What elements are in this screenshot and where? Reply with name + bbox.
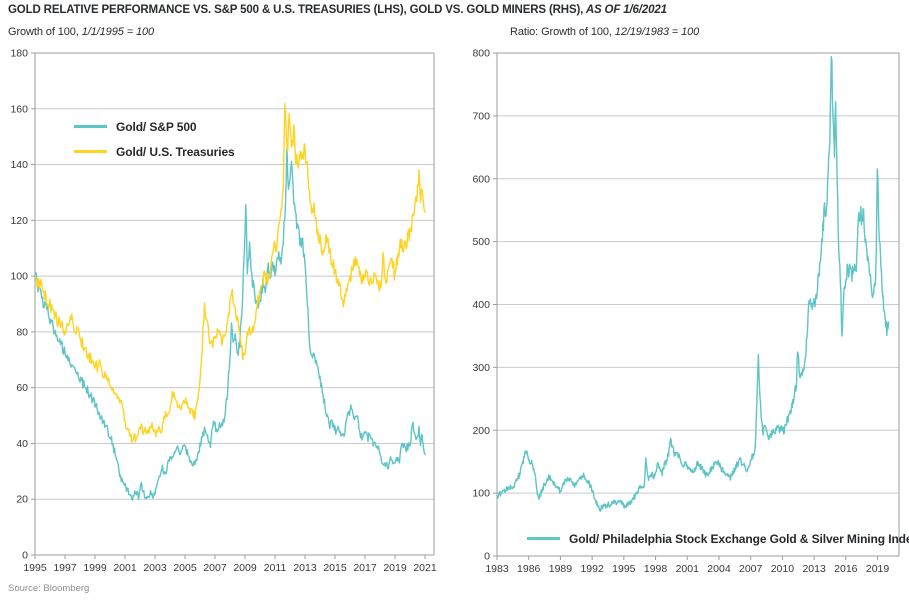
x-tick-label: 2001 <box>676 563 700 575</box>
x-tick-label: 1998 <box>644 563 668 575</box>
x-tick-label: 2019 <box>866 563 890 575</box>
x-tick-label: 2016 <box>834 563 858 575</box>
y-tick-label: 600 <box>472 173 490 185</box>
plot-border <box>34 52 435 556</box>
x-tick-label: 1986 <box>517 563 541 575</box>
x-tick-label: 2007 <box>203 562 227 574</box>
y-tick-label: 800 <box>472 48 490 60</box>
series-line-gold-miners <box>497 56 890 512</box>
x-tick-label: 2017 <box>353 562 377 574</box>
y-tick-label: 20 <box>16 494 28 506</box>
right-chart-legend: Gold/ Philadelphia Stock Exchange Gold &… <box>527 526 909 551</box>
x-tick-label: 1983 <box>485 563 509 575</box>
right-chart: 0 100 200 300 400 500 600 700 800 1983 1986 1989 199… <box>472 48 900 575</box>
y-tick-label: 400 <box>472 299 490 311</box>
x-tick-label: 1992 <box>580 563 604 575</box>
x-tick-label: 2013 <box>293 562 317 574</box>
y-tick-label: 60 <box>16 382 28 394</box>
teal-line-swatch <box>527 537 560 540</box>
left-subtitle-basis: 1/1/1995 = 100 <box>78 26 155 38</box>
y-tick-label: 40 <box>16 438 28 450</box>
x-tick-label: 2007 <box>739 563 763 575</box>
y-tick-label: 100 <box>10 271 28 283</box>
x-tick-label: 1999 <box>83 562 107 574</box>
legend-label-gold-sp500: Gold/ S&P 500 <box>116 119 197 134</box>
legend-item-gold-miners: Gold/ Philadelphia Stock Exchange Gold &… <box>527 526 909 551</box>
page-title-text: GOLD RELATIVE PERFORMANCE VS. S&P 500 & … <box>8 4 584 16</box>
page-title-asof: AS OF 1/6/2021 <box>583 4 667 16</box>
source-note: Source: Bloomberg <box>8 583 90 594</box>
y-tick-label: 700 <box>472 110 490 122</box>
y-tick-label: 160 <box>10 103 28 115</box>
y-tick-label: 500 <box>472 236 490 248</box>
legend-label-gold-treasuries: Gold/ U.S. Treasuries <box>116 144 235 159</box>
x-tick-label: 2021 <box>413 562 437 574</box>
x-tick-label: 2009 <box>233 562 257 574</box>
y-tick-label: 0 <box>22 550 28 562</box>
teal-line-swatch <box>74 125 107 128</box>
x-tick-label: 2004 <box>707 563 731 575</box>
x-tick-label: 2019 <box>383 562 407 574</box>
right-chart-subtitle: Ratio: Growth of 100, 12/19/1983 = 100 <box>510 26 699 38</box>
x-tick-label: 2001 <box>113 562 137 574</box>
legend-item-gold-treasuries: Gold/ U.S. Treasuries <box>74 139 235 164</box>
legend-label-gold-miners: Gold/ Philadelphia Stock Exchange Gold &… <box>569 531 909 546</box>
x-tick-label: 1997 <box>53 562 77 574</box>
y-tick-label: 80 <box>16 326 28 338</box>
legend-item-gold-sp500: Gold/ S&P 500 <box>74 114 235 139</box>
gold-line-swatch <box>74 150 107 153</box>
x-tick-label: 2013 <box>802 563 826 575</box>
right-subtitle-prefix: Ratio: Growth of 100, <box>510 26 612 38</box>
x-tick-label: 2015 <box>323 562 347 574</box>
x-tick-label: 2003 <box>143 562 167 574</box>
x-tick-label: 1995 <box>612 563 636 575</box>
right-subtitle-basis: 12/19/1983 = 100 <box>611 26 700 38</box>
y-tick-label: 140 <box>10 159 28 171</box>
series-line-gold-treasuries <box>35 102 426 444</box>
left-chart-legend: Gold/ S&P 500 Gold/ U.S. Treasuries <box>74 114 235 164</box>
y-tick-label: 180 <box>10 48 28 60</box>
page-title: GOLD RELATIVE PERFORMANCE VS. S&P 500 & … <box>8 4 667 16</box>
y-tick-label: 300 <box>472 362 490 374</box>
series-line-gold-sp500 <box>35 146 426 501</box>
x-tick-label: 2010 <box>771 563 795 575</box>
x-tick-label: 1989 <box>549 563 573 575</box>
y-tick-label: 100 <box>472 488 490 500</box>
x-tick-label: 2011 <box>264 562 287 574</box>
y-tick-label: 200 <box>472 425 490 437</box>
y-tick-label: 0 <box>484 551 490 563</box>
left-chart-subtitle: Growth of 100, 1/1/1995 = 100 <box>8 26 154 38</box>
left-chart: 0 20 40 60 80 100 120 140 160 180 1995 1997 1999 2001… <box>10 48 436 575</box>
x-tick-label: 1995 <box>23 562 47 574</box>
x-tick-label: 2005 <box>173 562 197 574</box>
y-tick-label: 120 <box>10 215 28 227</box>
left-subtitle-prefix: Growth of 100, <box>8 26 79 38</box>
